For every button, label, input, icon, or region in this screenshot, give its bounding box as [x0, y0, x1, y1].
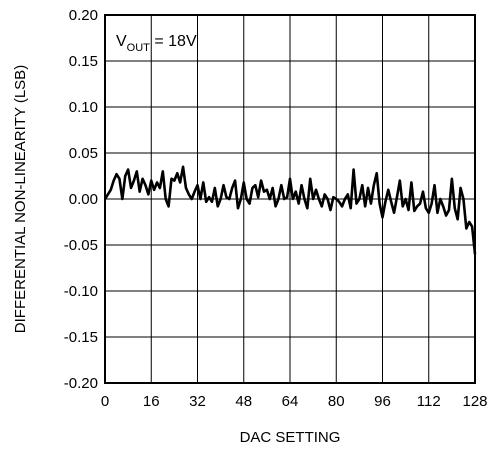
x-tick-label: 32 [189, 393, 206, 410]
vout-subscript: OUT [127, 42, 151, 54]
vout-annotation: VOUT = 18V [116, 33, 197, 54]
vout-main: V [116, 33, 127, 50]
y-tick-labels: 0.20 0.15 0.10 0.05 0.00 -0.05 -0.10 -0.15 -0.20 [64, 7, 98, 392]
y-tick-label: 0.10 [69, 99, 98, 116]
x-tick-label: 48 [235, 393, 252, 410]
x-tick-label: 16 [143, 393, 160, 410]
y-axis-label: DIFFERENTIAL NON-LINEARITY (LSB) [12, 65, 29, 333]
data-layer [103, 165, 477, 255]
x-tick-label: 80 [328, 393, 345, 410]
y-tick-label: -0.05 [64, 237, 98, 254]
x-tick-label: 128 [462, 393, 487, 410]
x-axis-label: DAC SETTING [240, 429, 341, 446]
y-tick-label: 0.20 [69, 7, 98, 24]
y-tick-label: 0.15 [69, 53, 98, 70]
vout-value: = 18V [150, 33, 197, 50]
dnl-series-line [103, 165, 477, 255]
y-tick-label: 0.05 [69, 145, 98, 162]
x-tick-label: 96 [374, 393, 391, 410]
y-tick-label: -0.10 [64, 283, 98, 300]
x-tick-labels: 0 16 32 48 64 80 96 112 128 [101, 393, 488, 410]
y-tick-label: -0.20 [64, 375, 98, 392]
grid-lines [104, 14, 476, 384]
x-tick-label: 64 [282, 393, 299, 410]
x-tick-label: 0 [101, 393, 109, 410]
y-tick-label: 0.00 [69, 191, 98, 208]
plot-frame [104, 14, 476, 384]
x-tick-label: 112 [417, 393, 441, 410]
y-tick-label: -0.15 [64, 329, 98, 346]
